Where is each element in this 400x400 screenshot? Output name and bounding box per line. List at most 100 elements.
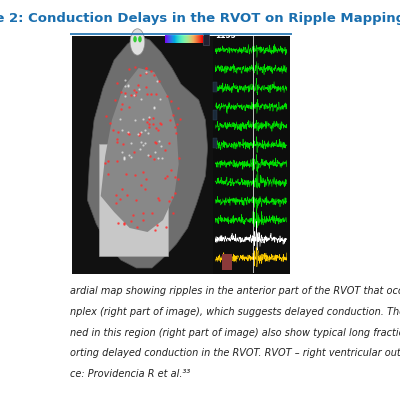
Point bbox=[175, 105, 181, 111]
Point bbox=[128, 154, 134, 160]
Point bbox=[138, 96, 144, 102]
Point bbox=[121, 154, 128, 160]
Point bbox=[152, 226, 158, 233]
Point bbox=[159, 155, 166, 161]
Point bbox=[112, 200, 119, 207]
Point bbox=[134, 131, 141, 138]
Circle shape bbox=[138, 36, 142, 42]
Point bbox=[140, 116, 146, 122]
Point bbox=[137, 71, 144, 78]
Point bbox=[166, 198, 172, 204]
Point bbox=[119, 149, 126, 155]
Point bbox=[168, 166, 174, 173]
Point bbox=[155, 127, 162, 134]
Text: ned in this region (right part of image) also show typical long fractionated pot: ned in this region (right part of image)… bbox=[70, 328, 400, 338]
Point bbox=[173, 130, 179, 136]
Point bbox=[145, 152, 151, 158]
Point bbox=[155, 155, 162, 162]
Point bbox=[142, 126, 148, 133]
Point bbox=[118, 127, 125, 133]
Point bbox=[149, 209, 156, 216]
Text: ce: Providencia R et al.³³: ce: Providencia R et al.³³ bbox=[70, 369, 190, 379]
Point bbox=[143, 70, 150, 76]
Bar bbox=[203, 33, 209, 45]
Point bbox=[114, 158, 120, 164]
Point bbox=[158, 143, 164, 149]
Point bbox=[142, 140, 148, 146]
Point bbox=[132, 92, 138, 98]
Point bbox=[120, 140, 126, 147]
Point bbox=[143, 69, 150, 76]
Bar bbox=[213, 36, 290, 274]
Point bbox=[128, 218, 134, 224]
Point bbox=[125, 129, 132, 136]
Point bbox=[151, 156, 158, 162]
Point bbox=[145, 114, 152, 120]
Point bbox=[132, 88, 139, 95]
Point bbox=[150, 105, 157, 112]
Bar bbox=[98, 144, 168, 256]
Point bbox=[176, 155, 182, 161]
Point bbox=[142, 65, 149, 72]
Point bbox=[146, 121, 152, 128]
Point bbox=[114, 220, 121, 226]
Bar bbox=[213, 110, 217, 120]
Point bbox=[168, 194, 175, 200]
Point bbox=[162, 146, 168, 153]
Point bbox=[132, 64, 138, 70]
Point bbox=[124, 83, 131, 89]
Point bbox=[139, 217, 146, 223]
Point bbox=[116, 196, 123, 202]
Point bbox=[155, 195, 161, 201]
Point bbox=[154, 222, 160, 228]
Circle shape bbox=[133, 36, 137, 42]
Point bbox=[156, 138, 162, 144]
Point bbox=[126, 131, 132, 138]
Text: ardial map showing ripples in the anterior part of the RVOT that occurs after th: ardial map showing ripples in the anteri… bbox=[70, 286, 400, 296]
Point bbox=[143, 65, 150, 72]
Point bbox=[140, 142, 146, 148]
Point bbox=[140, 169, 146, 176]
Point bbox=[150, 72, 157, 78]
Point bbox=[172, 174, 179, 180]
Point bbox=[153, 91, 160, 97]
Point bbox=[135, 82, 141, 88]
Point bbox=[152, 139, 158, 146]
Point bbox=[114, 80, 120, 86]
Point bbox=[157, 96, 163, 102]
Point bbox=[174, 121, 180, 127]
Point bbox=[131, 149, 137, 155]
Point bbox=[152, 149, 158, 155]
Point bbox=[105, 170, 112, 177]
Point bbox=[143, 84, 149, 91]
Point bbox=[134, 224, 141, 230]
Point bbox=[122, 90, 128, 96]
Point bbox=[121, 220, 128, 226]
Point bbox=[131, 92, 138, 98]
Point bbox=[124, 82, 131, 88]
Point bbox=[170, 210, 176, 216]
Point bbox=[146, 124, 153, 130]
Point bbox=[103, 112, 109, 119]
Point bbox=[128, 92, 134, 98]
Point bbox=[114, 139, 120, 145]
Text: 1155: 1155 bbox=[215, 31, 236, 40]
Point bbox=[130, 87, 137, 94]
Text: orting delayed conduction in the RVOT. RVOT – right ventricular outflow tract.: orting delayed conduction in the RVOT. R… bbox=[70, 348, 400, 358]
Point bbox=[133, 197, 140, 204]
Point bbox=[156, 196, 162, 203]
Circle shape bbox=[130, 29, 145, 55]
Bar bbox=[222, 254, 232, 270]
Point bbox=[172, 190, 178, 196]
Point bbox=[154, 78, 160, 84]
Point bbox=[105, 158, 111, 164]
Point bbox=[152, 140, 159, 146]
Point bbox=[140, 210, 146, 216]
Point bbox=[122, 77, 128, 84]
Polygon shape bbox=[101, 68, 179, 232]
Point bbox=[156, 78, 163, 84]
Point bbox=[117, 116, 123, 122]
Point bbox=[148, 68, 154, 74]
Point bbox=[144, 119, 150, 125]
Point bbox=[122, 170, 129, 177]
